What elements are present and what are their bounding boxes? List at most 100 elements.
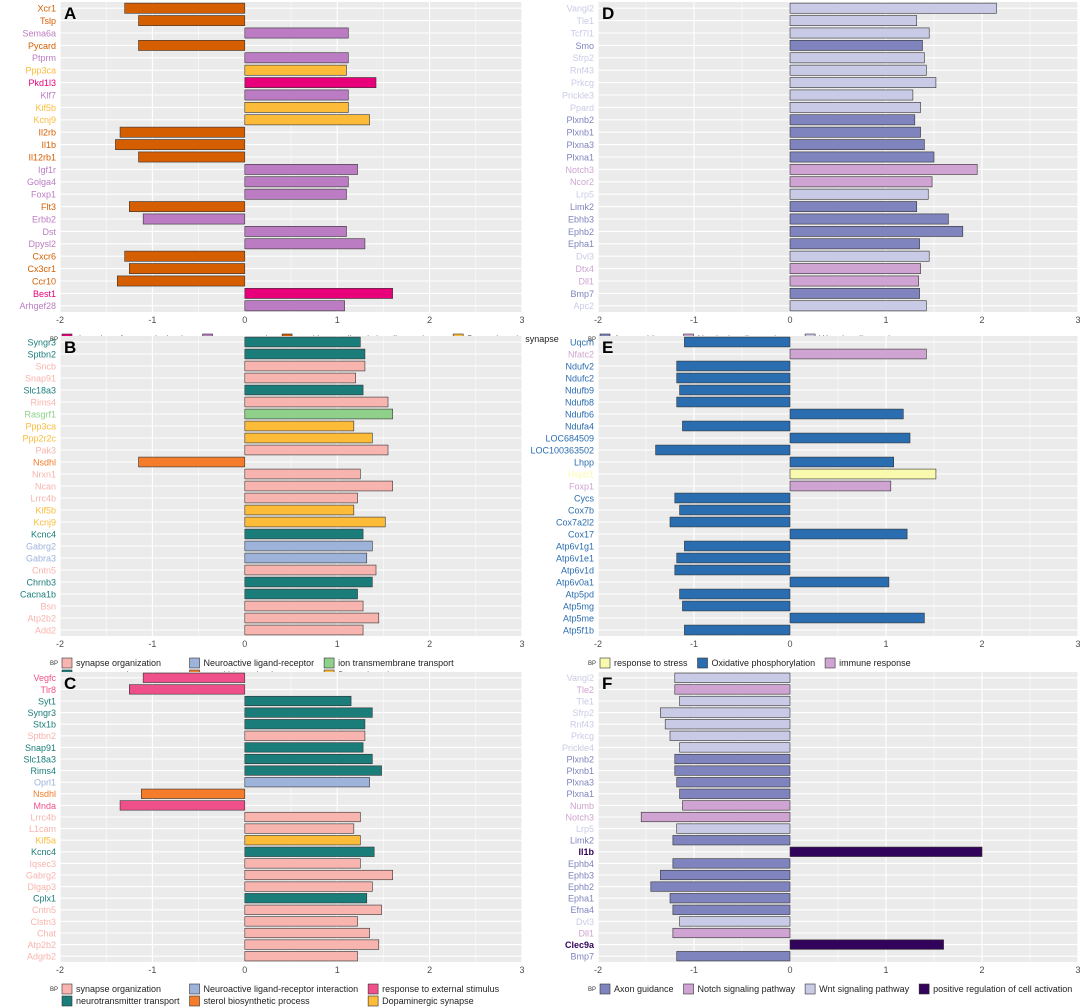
x-tick-label: -1	[690, 315, 698, 325]
panel-letter: F	[602, 674, 612, 693]
bar-ndufc2	[676, 372, 791, 384]
x-tick-label: 3	[519, 639, 524, 649]
bar-plxnb1	[789, 126, 921, 138]
bar-uqcrh	[684, 336, 791, 348]
x-tick-label: -1	[690, 639, 698, 649]
category-label: Sptbn2	[27, 349, 56, 359]
bar-ephb4	[672, 858, 791, 869]
category-label: Lrp5	[576, 824, 594, 834]
category-label: Cox7b	[568, 505, 594, 515]
bar-ccr10	[116, 275, 246, 287]
legend-swatch	[189, 657, 200, 669]
panel-b: Syngr3 Sptbn2 Sncb Snap91 Slc18a3 Rims4 Rasgrf…	[20, 336, 525, 681]
category-label: Slc18a3	[23, 385, 56, 395]
panel-e: Uqcrh Nfatc2 Ndufv2 Ndufc2 Ndufb9 Ndufb8 Ndufb…	[530, 336, 1081, 669]
bar-lrp5	[676, 823, 791, 834]
legend-label: sterol biosynthetic process	[204, 996, 311, 1006]
x-tick-label: -2	[594, 639, 602, 649]
bar-tlr8	[129, 684, 246, 695]
category-label: Lrrc4b	[30, 493, 56, 503]
category-label: Nsdhl	[33, 789, 56, 799]
category-label: Ephb2	[568, 227, 594, 237]
category-label: Notch3	[565, 812, 594, 822]
category-label: Atp2b2	[27, 613, 56, 623]
category-label: Tcf7l1	[570, 28, 594, 38]
category-label: Cplx1	[33, 894, 56, 904]
bar-prkcg	[789, 77, 937, 88]
bar-slc18a3	[244, 384, 364, 396]
legend: BP response to stress Oxidative phosphoryl…	[588, 657, 911, 669]
x-tick-label: 1	[335, 965, 340, 975]
bar-il12rb1	[138, 151, 246, 163]
bar-atp2b2	[244, 939, 380, 950]
bar-kif5b	[244, 504, 355, 516]
bar-dvl3	[789, 250, 930, 262]
category-label: Plxna1	[566, 789, 594, 799]
category-label: Dvl3	[576, 917, 594, 927]
legend-swatch	[189, 983, 200, 995]
legend-label: neurotransmitter transport	[76, 996, 180, 1006]
x-tick-label: -1	[148, 315, 156, 325]
category-label: LOC684509	[545, 433, 594, 443]
bar-dtx4	[789, 263, 921, 274]
category-label: Ncan	[35, 481, 56, 491]
x-tick-label: -2	[56, 639, 64, 649]
legend-swatch	[804, 983, 816, 995]
bar-ncor2	[789, 176, 933, 188]
bar-dvl3	[679, 916, 791, 927]
category-label: Prickle3	[562, 90, 594, 100]
legend-swatch	[367, 995, 379, 1007]
x-tick-label: 0	[242, 965, 247, 975]
bar-igf1r	[244, 164, 358, 175]
bar-arhgef28	[244, 300, 345, 312]
bar-bsn	[244, 600, 364, 612]
bar-iqsec3	[244, 858, 361, 869]
panel-letter: E	[602, 338, 613, 357]
bar-tle2	[674, 684, 791, 695]
bar-sema6a	[244, 27, 349, 39]
category-label: Ppp3ca	[25, 66, 56, 76]
bar-pkd1l3	[244, 77, 377, 88]
bar-adgrb2	[244, 951, 358, 962]
category-label: Limk2	[570, 202, 594, 212]
x-tick-label: 0	[787, 639, 792, 649]
category-label: Plxna3	[566, 140, 594, 150]
bar-rims4	[244, 396, 389, 408]
category-label: Ptprm	[32, 53, 56, 63]
bar-limk2	[672, 835, 791, 846]
bar-ephb2	[650, 881, 791, 892]
bar-nrxn1	[244, 468, 361, 480]
bar-il2rb	[119, 126, 246, 138]
bar-atp5f1b	[684, 624, 791, 636]
legend-label: synapse organization	[76, 658, 161, 668]
bar-gabra3	[244, 552, 368, 564]
legend-title: BP	[588, 987, 596, 993]
category-label: Ppp3ca	[25, 421, 56, 431]
category-label: Tle1	[576, 696, 594, 706]
bar-epha1	[789, 238, 920, 250]
x-tick-label: 2	[427, 639, 432, 649]
panel-a: Xcr1 Tslp Sema6a Pycard Ptprm Ppp3ca Pkd1l3 Klf…	[19, 2, 559, 345]
bar-limk2	[789, 201, 918, 212]
bar-notch3	[640, 811, 791, 823]
category-label: Bsn	[40, 601, 56, 611]
bar-cycs	[674, 492, 791, 504]
bar-ndufb9	[679, 384, 791, 396]
bar-atp6v0a1	[789, 576, 890, 588]
x-tick-label: -1	[148, 639, 156, 649]
bar-sptbn2	[244, 730, 366, 741]
category-label: Dvl3	[576, 252, 594, 262]
category-label: Ebhb3	[568, 214, 594, 224]
legend-label: ion transmembrane transport	[338, 658, 454, 668]
legend-label: positive regulation of cell activation	[933, 984, 1072, 994]
bar-vangl2	[789, 2, 997, 14]
category-label: Gabrg2	[26, 870, 56, 880]
category-label: Nfatc2	[568, 349, 594, 359]
category-label: Cntn5	[32, 905, 56, 915]
panel-letter: D	[602, 4, 614, 23]
bar-cox7b	[679, 504, 791, 516]
bar-syt1	[244, 695, 352, 707]
category-label: Ndufb8	[565, 397, 594, 407]
